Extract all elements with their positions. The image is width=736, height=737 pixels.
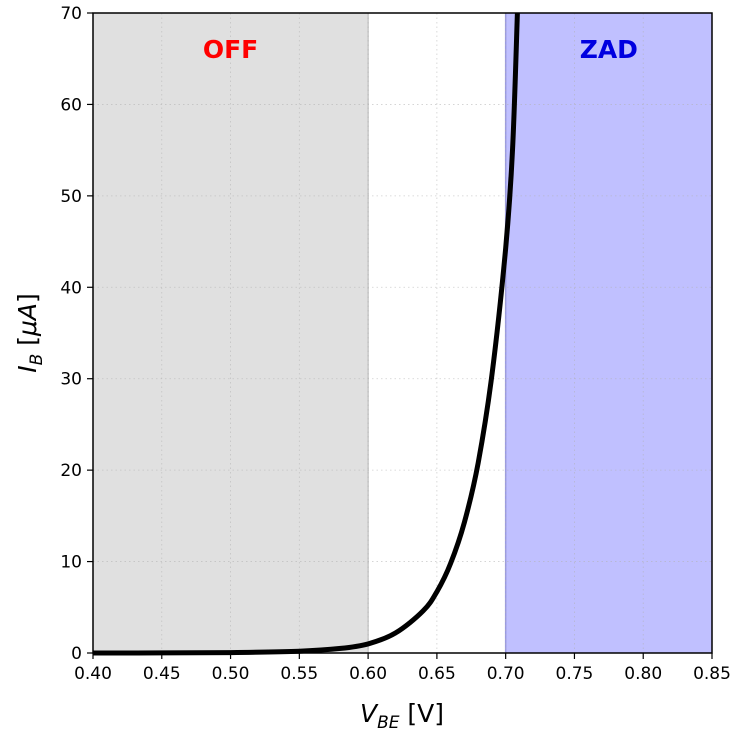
x-tick-label: 0.75 [556, 664, 594, 684]
regions [93, 13, 712, 653]
y-tick-label: 0 [71, 644, 82, 664]
x-tick-label: 0.60 [349, 664, 387, 684]
x-tick-label: 0.40 [74, 664, 112, 684]
x-tick-label: 0.55 [280, 664, 318, 684]
region-label-off: OFF [203, 35, 258, 64]
x-tick-label: 0.65 [418, 664, 456, 684]
x-tick-label: 0.45 [143, 664, 181, 684]
series-curve [92, 12, 520, 656]
y-tick-label: 40 [60, 278, 82, 298]
y-axis-label: IB [μA] [13, 293, 47, 373]
plot-frame [92, 12, 713, 654]
y-tick-label: 30 [60, 370, 82, 390]
region-labels: OFF ZAD [203, 35, 638, 64]
x-axis: 0.40 0.45 0.50 0.55 0.60 0.65 0.70 0.75 0.80 0.85 [74, 653, 731, 684]
region-zad [505, 13, 712, 653]
region-label-zad: ZAD [580, 35, 638, 64]
y-tick-label: 50 [60, 187, 82, 207]
y-axis: 0 10 20 30 40 50 60 70 [60, 4, 93, 664]
y-tick-label: 70 [60, 4, 82, 24]
x-tick-label: 0.70 [487, 664, 525, 684]
x-tick-label: 0.85 [693, 664, 731, 684]
y-tick-label: 20 [60, 461, 82, 481]
x-tick-label: 0.80 [624, 664, 662, 684]
y-tick-label: 10 [60, 553, 82, 573]
y-tick-label: 60 [60, 95, 82, 115]
x-axis-label: VBE [V] [360, 699, 444, 733]
x-tick-label: 0.50 [212, 664, 250, 684]
